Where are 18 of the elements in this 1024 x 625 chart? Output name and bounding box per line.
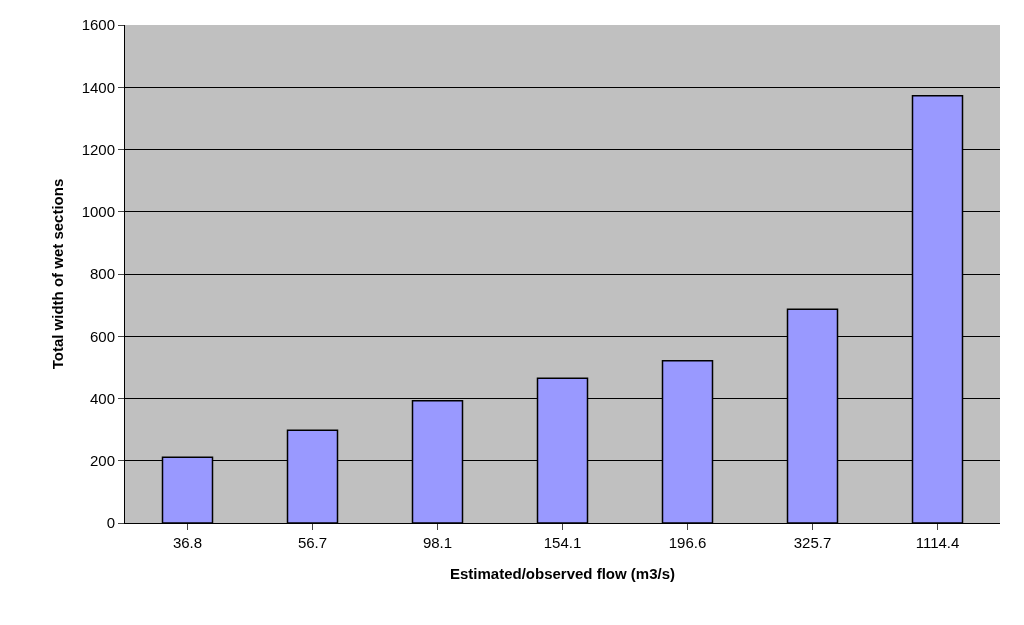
y-tick-label: 0	[106, 514, 115, 532]
x-tick-label: 1114.4	[915, 534, 960, 551]
x-tick-label: 325.7	[793, 534, 832, 551]
x-tick-label: 196.6	[668, 534, 707, 551]
y-tick-label: 1000	[81, 203, 115, 220]
y-tick-label: 400	[89, 389, 115, 407]
x-tick-label: 56.7	[297, 534, 328, 551]
x-tick-label: 98.1	[422, 534, 453, 551]
x-tick-label: 154.1	[543, 534, 582, 551]
y-tick-label: 800	[89, 265, 115, 283]
y-tick-label: 600	[89, 327, 115, 345]
y-tick-label: 200	[89, 452, 115, 469]
x-tick-label: 36.8	[172, 534, 203, 551]
y-tick-label: 1200	[81, 140, 115, 158]
y-tick-label: 1600	[81, 16, 115, 34]
y-axis-title: Total width of wet sections	[48, 178, 66, 370]
x-axis-title: Estimated/observed flow (m3/s)	[449, 565, 676, 582]
y-tick-label: 1400	[81, 78, 115, 96]
